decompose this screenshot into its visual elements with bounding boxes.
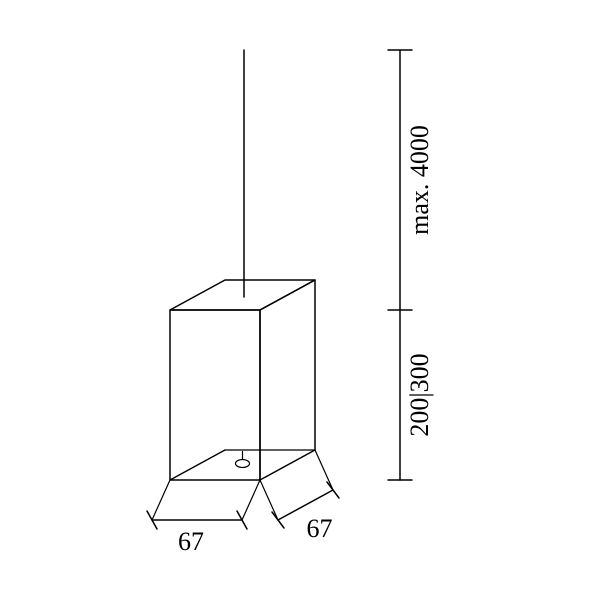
dim-label-width-left: 67 (178, 527, 204, 556)
dim-label-width-right: 67 (307, 514, 333, 543)
dimension-diagram: max. 4000 200|300 67 67 (0, 0, 600, 600)
dim-label-cable: max. 4000 (405, 125, 434, 235)
dim-label-body: 200|300 (405, 353, 434, 436)
